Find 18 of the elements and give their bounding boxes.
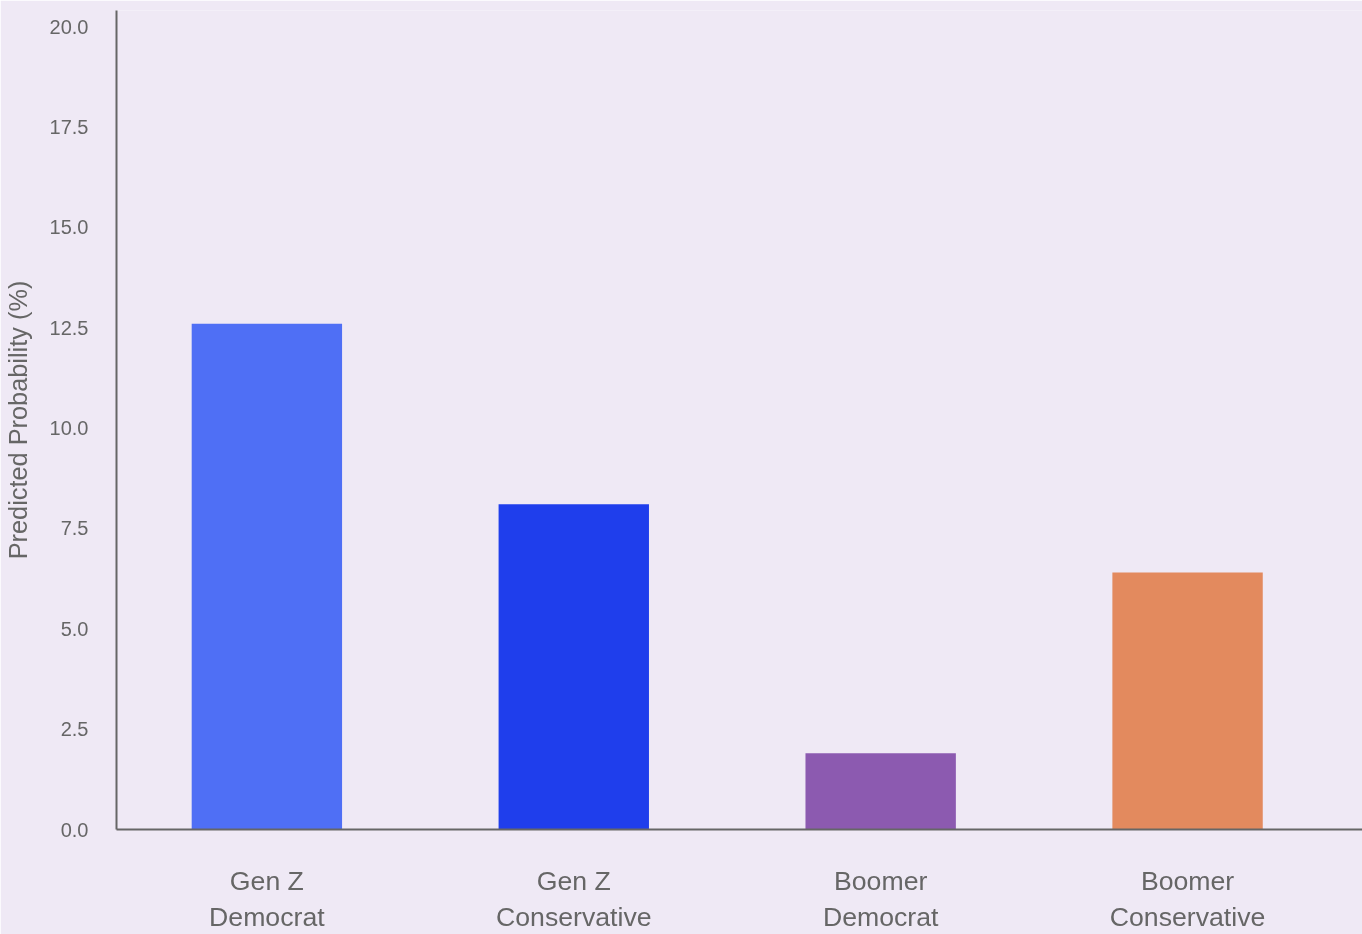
bar (805, 753, 956, 830)
y-tick-label: 5.0 (60, 617, 89, 640)
y-tick-label: 17.5 (49, 115, 89, 138)
y-tick-label: 0.0 (60, 818, 89, 841)
y-tick-label: 20.0 (49, 15, 89, 38)
bar (191, 323, 343, 830)
x-tick-label: Boomer Democrat (822, 865, 940, 932)
y-tick-label: 7.5 (60, 517, 89, 540)
y-tick-label: 15.0 (49, 216, 89, 239)
y-tick-label: 2.5 (60, 718, 89, 741)
y-tick-label: 12.5 (49, 316, 89, 339)
bar (498, 504, 649, 830)
x-tick-label: Gen Z Conservative (495, 865, 652, 932)
y-axis-title: Predicted Probability (%) (3, 280, 32, 560)
x-tick-label: Gen Z Democrat (209, 865, 326, 932)
y-tick-label: 10.0 (49, 417, 89, 440)
x-tick-label: Boomer Conservative (1109, 865, 1266, 932)
bar (1112, 572, 1263, 830)
